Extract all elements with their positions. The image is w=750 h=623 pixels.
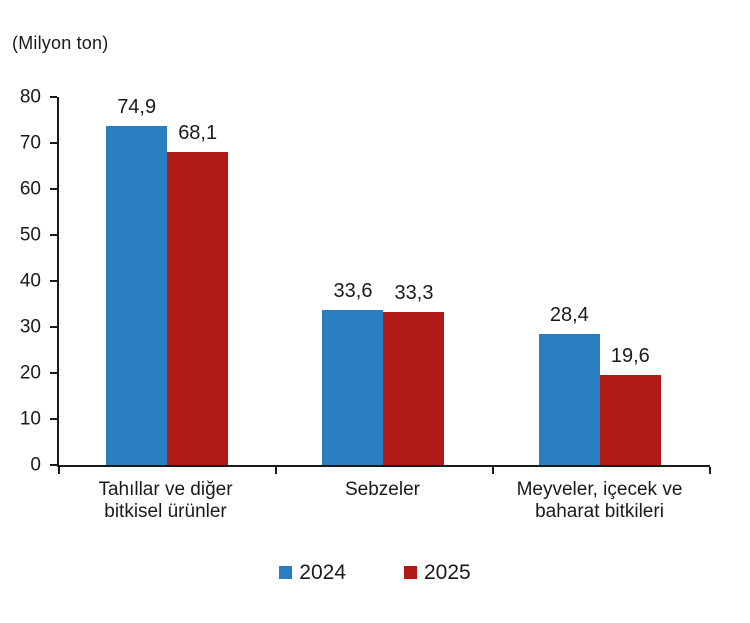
y-tick-mark xyxy=(50,96,57,98)
bar-column-2024: 74,9 xyxy=(106,96,168,465)
bar-value-label: 68,1 xyxy=(178,121,218,144)
bar-column-2024: 33,6 xyxy=(322,97,384,465)
y-tick-mark xyxy=(50,280,57,282)
x-tick-mark xyxy=(709,467,711,474)
x-category-label: Meyveler, içecek ve baharat bitkileri xyxy=(516,479,683,523)
bar-2024 xyxy=(106,126,168,465)
y-tick-label: 50 xyxy=(19,224,41,246)
y-tick-label: 20 xyxy=(19,362,41,384)
bar-2025 xyxy=(383,311,445,465)
y-tick-label: 80 xyxy=(19,86,41,108)
y-tick-label: 30 xyxy=(19,316,41,338)
bar-group: 28,4 19,6 xyxy=(492,97,708,465)
bar-2024 xyxy=(322,310,384,465)
y-tick-mark xyxy=(50,234,57,236)
legend-label: 2025 xyxy=(424,561,471,584)
y-tick-mark xyxy=(50,326,57,328)
legend-item-2024: 2024 xyxy=(279,562,346,583)
y-axis: 0 10 20 30 40 50 60 70 80 xyxy=(0,88,57,475)
y-tick-mark xyxy=(50,464,57,466)
legend-item-2025: 2025 xyxy=(404,562,471,583)
bar-group: 74,9 68,1 xyxy=(59,97,275,465)
bar-value-label: 33,6 xyxy=(333,280,373,303)
x-axis-labels: Tahıllar ve diğer bitkisel ürünler Sebzel… xyxy=(57,479,708,524)
y-tick-mark xyxy=(50,142,57,144)
bar-column-2025: 68,1 xyxy=(167,97,229,465)
bar-groups: 74,9 68,1 33,6 33,3 28,4 19,6 xyxy=(59,97,708,465)
legend: 2024 2025 xyxy=(0,562,750,583)
bar-group: 33,6 33,3 xyxy=(275,97,491,465)
x-tick-mark xyxy=(492,467,494,474)
bar-2025 xyxy=(599,374,661,465)
bar-column-2024: 28,4 xyxy=(538,97,600,465)
bar-column-2025: 19,6 xyxy=(599,97,661,465)
legend-swatch-icon xyxy=(279,566,293,579)
y-tick-label: 10 xyxy=(19,408,41,430)
x-tick-mark xyxy=(58,467,60,474)
x-tick-mark xyxy=(275,467,277,474)
y-tick-label: 0 xyxy=(30,454,41,476)
plot-area xyxy=(57,97,711,474)
y-tick-mark xyxy=(50,418,57,420)
legend-label: 2024 xyxy=(299,561,346,584)
bar-value-label: 33,3 xyxy=(394,281,434,304)
x-category-label: Tahıllar ve diğer bitkisel ürünler xyxy=(98,479,233,523)
y-tick-label: 60 xyxy=(19,178,41,200)
y-tick-label: 40 xyxy=(19,270,41,292)
bar-value-label: 19,6 xyxy=(610,344,650,367)
bar-2025 xyxy=(167,151,229,465)
bar-value-label: 74,9 xyxy=(117,96,157,118)
y-tick-mark xyxy=(50,188,57,190)
y-tick-mark xyxy=(50,372,57,374)
bar-value-label: 28,4 xyxy=(549,304,589,327)
x-category-label: Sebzeler xyxy=(345,479,420,500)
bar-column-2025: 33,3 xyxy=(383,97,445,465)
legend-swatch-icon xyxy=(404,566,417,579)
bar-2024 xyxy=(538,334,600,465)
y-axis-unit-label: (Milyon ton) xyxy=(12,33,109,53)
y-tick-label: 70 xyxy=(19,132,41,154)
